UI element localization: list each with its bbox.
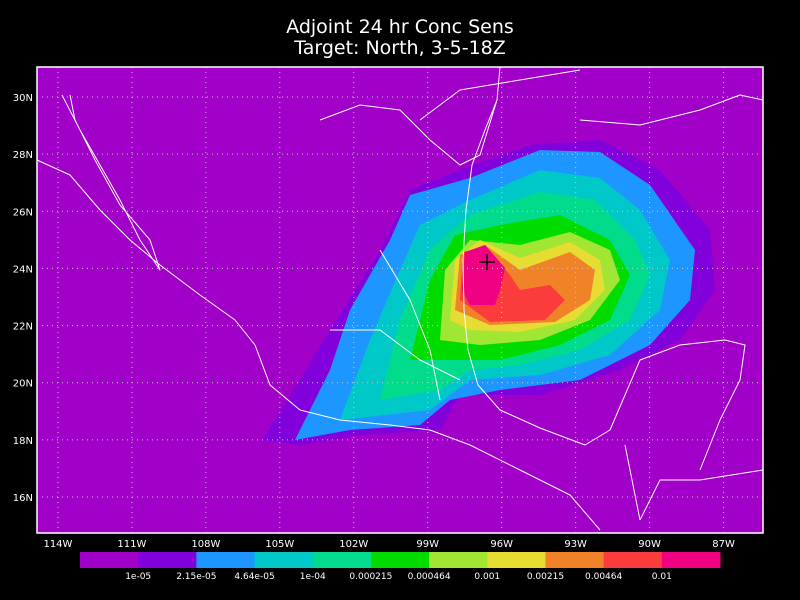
colorbar-swatch xyxy=(254,552,314,568)
lat-tick-label: 18N xyxy=(13,436,33,447)
colorbar-swatch xyxy=(370,552,430,568)
lon-tick-label: 90W xyxy=(638,539,661,550)
target-marker xyxy=(479,254,495,270)
lon-tick-label: 114W xyxy=(43,539,72,550)
colorbar-label: 2.15e-05 xyxy=(176,572,216,582)
coastline xyxy=(624,444,641,521)
lon-tick-label: 111W xyxy=(117,539,146,550)
colorbar-swatch xyxy=(487,552,546,568)
colorbar-label: 0.01 xyxy=(652,572,672,582)
contour-level xyxy=(462,245,505,305)
coastline xyxy=(639,469,764,521)
title: Adjoint 24 hr Conc Sens xyxy=(286,16,514,38)
colorbar-label: 4.64e-05 xyxy=(234,572,274,582)
colorbar-swatch xyxy=(545,552,605,568)
map-frame xyxy=(36,66,764,534)
lat-tick-label: 30N xyxy=(13,93,33,104)
colorbar-label: 0.00215 xyxy=(527,572,564,582)
map: 114W 111W 108W 105W 102W 99W 96W 93W 90W 87W 30N 28… xyxy=(13,66,764,550)
colorbar-swatch xyxy=(312,552,372,568)
lat-tick-label: 26N xyxy=(13,207,33,218)
coastline xyxy=(379,249,441,401)
lat-tick-label: 20N xyxy=(13,379,33,390)
colorbar-swatch xyxy=(196,552,256,568)
colorbar-swatch xyxy=(429,552,488,568)
lat-tick-label: 16N xyxy=(13,493,33,504)
colorbar-label: 1e-04 xyxy=(300,572,326,582)
colorbar-swatch xyxy=(661,552,721,568)
colorbar-swatch xyxy=(80,552,139,568)
colorbar-label: 0.00464 xyxy=(585,572,622,582)
lat-tick-label: 24N xyxy=(13,264,33,275)
lon-tick-label: 108W xyxy=(191,539,220,550)
lon-tick-label: 96W xyxy=(490,539,513,550)
lon-tick-label: 102W xyxy=(339,539,368,550)
colorbar-label: 1e-05 xyxy=(125,572,151,582)
lat-tick-label: 22N xyxy=(13,322,33,333)
lon-tick-label: 93W xyxy=(564,539,587,550)
colorbar-swatch xyxy=(603,552,663,568)
lon-tick-label: 99W xyxy=(416,539,439,550)
coastline xyxy=(61,94,161,271)
lon-tick-label: 105W xyxy=(265,539,294,550)
coastline xyxy=(319,99,498,166)
lat-tick-label: 28N xyxy=(13,150,33,161)
colorbar-label: 0.000464 xyxy=(408,572,451,582)
colorbar-label: 0.000215 xyxy=(349,572,392,582)
subtitle: Target: North, 3-5-18Z xyxy=(293,37,506,59)
colorbar: 1e-05 2.15e-05 4.64e-05 1e-04 0.000215 0.0004… xyxy=(80,552,721,582)
coastline xyxy=(36,159,601,531)
colorbar-swatch xyxy=(138,552,197,568)
coastline xyxy=(419,69,581,121)
lon-tick-label: 87W xyxy=(712,539,735,550)
coastline xyxy=(462,66,746,471)
colorbar-label: 0.001 xyxy=(474,572,500,582)
coastline xyxy=(330,329,461,381)
